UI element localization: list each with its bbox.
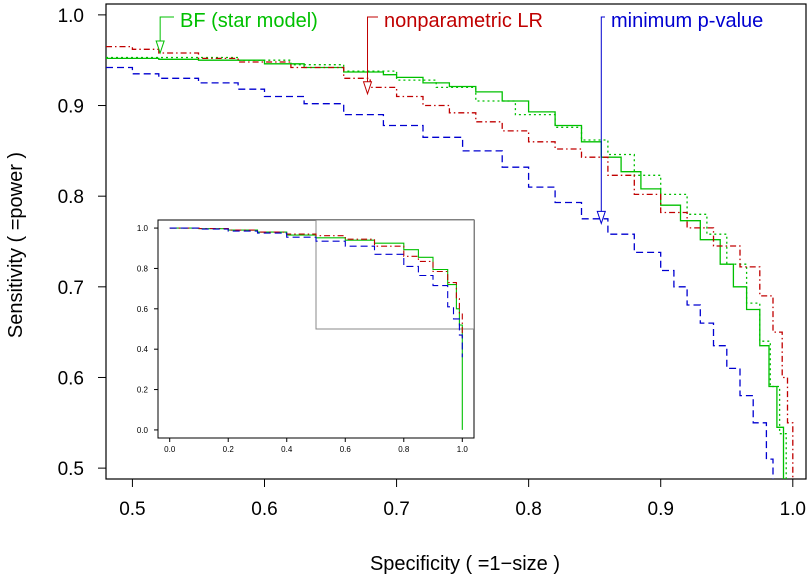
main-series-line-3 bbox=[106, 66, 774, 479]
main-x-tick-label: 1.0 bbox=[780, 499, 806, 520]
annotation-label-0: BF (star model) bbox=[180, 10, 318, 32]
annotation-arrowhead-0 bbox=[155, 40, 165, 55]
main-x-tick-label: 0.5 bbox=[119, 499, 145, 520]
annotation-label-1: nonparametric LR bbox=[384, 10, 543, 32]
inset-x-tick-label: 0.6 bbox=[340, 445, 352, 454]
main-y-tick-label: 0.8 bbox=[58, 187, 84, 208]
inset-y-tick-label: 0.2 bbox=[137, 386, 149, 395]
main-x-tick-label: 0.6 bbox=[251, 499, 277, 520]
annotation-leader-2 bbox=[600, 16, 605, 212]
inset-y-tick-label: 1.0 bbox=[137, 224, 149, 233]
annotations-group: BF (star model) nonparametric LR minimum p… bbox=[155, 10, 763, 225]
main-series-group bbox=[106, 45, 794, 479]
inset-x-tick-label: 0.0 bbox=[164, 445, 176, 454]
main-x-tick-label: 0.8 bbox=[515, 499, 541, 520]
inset-y-tick-label: 0.6 bbox=[137, 305, 149, 314]
inset-zoom-box bbox=[315, 220, 474, 330]
x-axis-title: Specificity ( =1−size ) bbox=[370, 553, 560, 575]
annotation-arrowhead-2 bbox=[596, 210, 606, 225]
annotation-arrowhead-1 bbox=[362, 81, 373, 96]
inset-axes: 0.0 0.2 0.4 0.6 0.8 1.0 0.0 0.2 0.4 0.6 0.8 1.0 bbox=[137, 224, 469, 454]
main-x-tick-label: 0.9 bbox=[648, 499, 674, 520]
y-axis-title: Sensitivity ( =power ) bbox=[5, 152, 27, 338]
annotation-leader-0 bbox=[159, 16, 174, 41]
main-axes: 0.5 0.6 0.7 0.8 0.9 1.0 0.5 0.6 0.7 0.8 0.9 1.0 bbox=[58, 6, 806, 520]
inset-series-group bbox=[169, 220, 474, 430]
inset-x-tick-label: 0.4 bbox=[281, 445, 293, 454]
inset-y-tick-label: 0.8 bbox=[137, 264, 149, 273]
inset-series-line-2 bbox=[169, 227, 463, 358]
inset-y-tick-label: 0.4 bbox=[137, 345, 149, 354]
inset-x-tick-label: 1.0 bbox=[457, 445, 469, 454]
main-y-tick-label: 0.7 bbox=[58, 278, 84, 299]
inset-series-line-1 bbox=[169, 227, 463, 340]
main-y-tick-label: 0.9 bbox=[58, 97, 84, 118]
main-y-tick-label: 1.0 bbox=[58, 6, 84, 27]
annotation-leader-1 bbox=[367, 16, 378, 82]
annotation-label-2: minimum p-value bbox=[611, 10, 763, 32]
plot-frame bbox=[105, 3, 807, 480]
main-y-tick-label: 0.6 bbox=[58, 368, 84, 389]
inset-x-tick-label: 0.8 bbox=[398, 445, 410, 454]
inset-y-tick-label: 0.0 bbox=[137, 426, 149, 435]
main-series-line-2 bbox=[106, 45, 794, 479]
main-y-tick-label: 0.5 bbox=[58, 459, 84, 480]
main-x-tick-label: 0.7 bbox=[383, 499, 409, 520]
inset-x-tick-label: 0.2 bbox=[223, 445, 235, 454]
